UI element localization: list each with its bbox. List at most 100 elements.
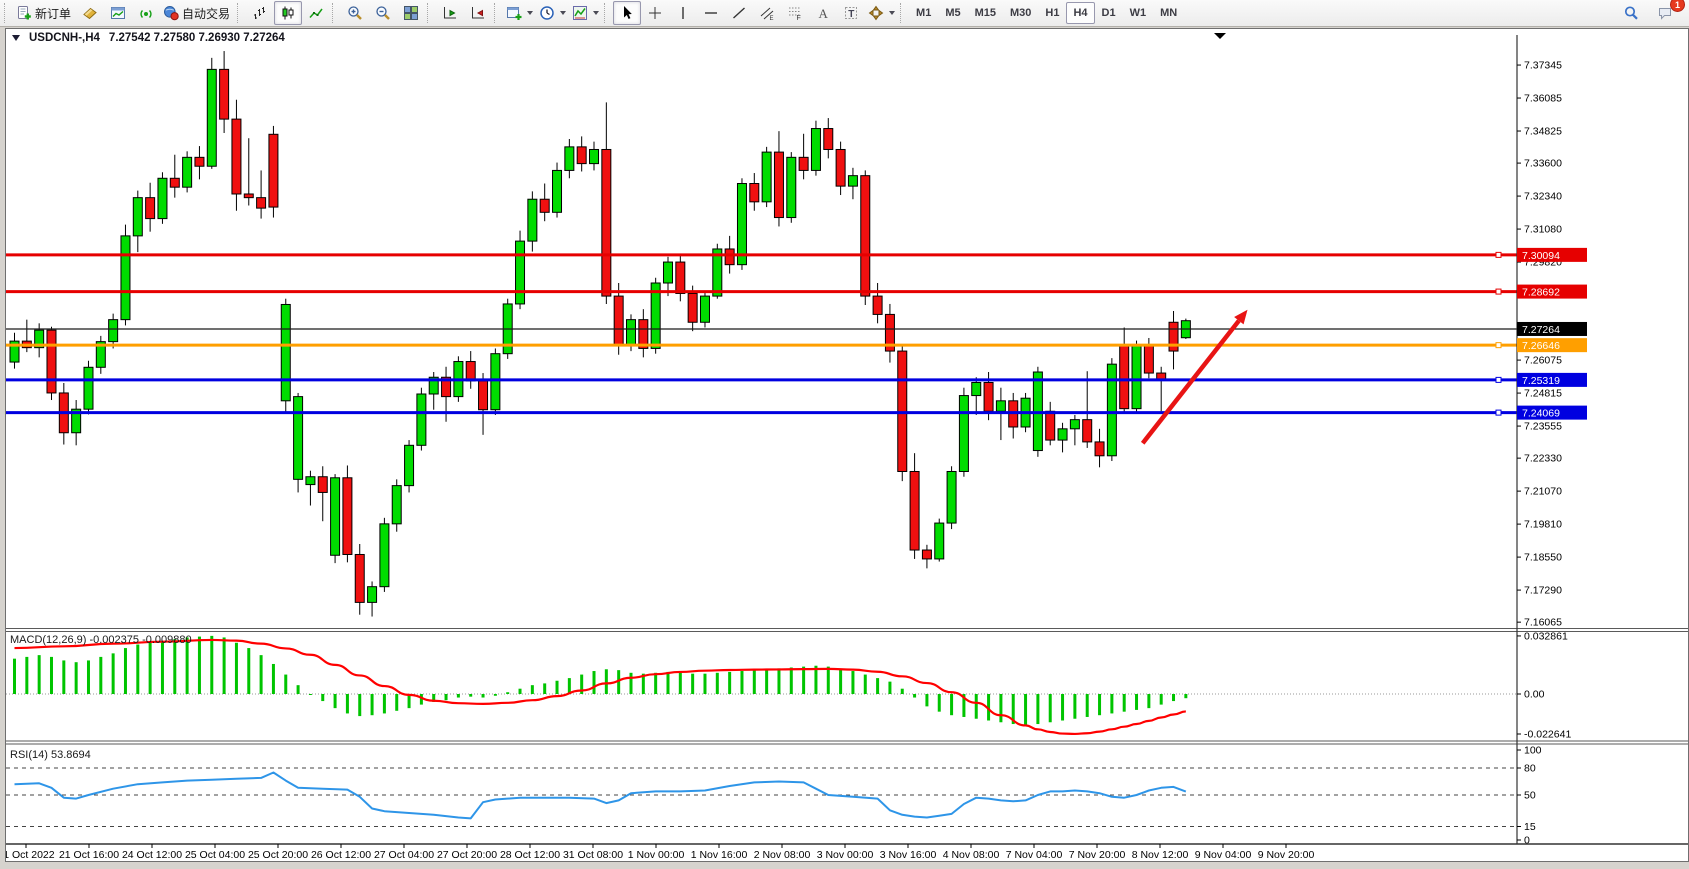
indicators-button[interactable] — [569, 1, 602, 25]
trend-arrow[interactable] — [1140, 319, 1241, 445]
horizontal-line-button[interactable] — [697, 1, 725, 25]
timeframe-m5-button[interactable]: M5 — [945, 7, 961, 19]
macd-histogram-bar — [86, 660, 90, 694]
timeframe-h4-button[interactable]: H4 — [1066, 2, 1095, 24]
timeframe-w1-button[interactable]: W1 — [1129, 7, 1147, 19]
svg-text:T: T — [848, 9, 854, 20]
signals-button[interactable] — [132, 1, 160, 25]
macd-histogram-bar — [580, 674, 584, 694]
time-axis-label: 9 Nov 04:00 — [1195, 849, 1252, 861]
timeframe-m30-button[interactable]: M30 — [1010, 7, 1032, 19]
candle-down — [724, 248, 735, 266]
macd-histogram-bar — [49, 656, 53, 694]
candle-up — [934, 522, 945, 560]
equidistant-channel-button[interactable]: E — [753, 1, 781, 25]
periods-button[interactable] — [536, 1, 569, 25]
new-order-button[interactable]: 新订单 — [13, 1, 76, 25]
new-chart-button[interactable] — [503, 1, 536, 25]
candle-up — [810, 128, 821, 171]
chat-button[interactable]: 1 — [1651, 0, 1685, 25]
candle-up — [786, 156, 797, 219]
candle-down — [465, 361, 476, 382]
candle-down — [243, 193, 254, 199]
search-button[interactable] — [1617, 1, 1645, 25]
macd-histogram-bar — [13, 658, 16, 694]
toolbar-grip — [4, 3, 9, 23]
macd-histogram-bar — [530, 685, 534, 694]
macd-histogram-bar — [284, 674, 288, 694]
macd-histogram-bar — [111, 653, 115, 694]
candle-up — [589, 148, 600, 165]
hline-handle[interactable] — [1495, 251, 1502, 258]
chart-window: USDCNH-,H4 7.27542 7.27580 7.26930 7.272… — [5, 28, 1689, 862]
zoom-out-button[interactable] — [369, 1, 397, 25]
chevron-down-icon[interactable] — [593, 11, 600, 15]
line-chart-button[interactable] — [302, 1, 330, 25]
macd-histogram-bar — [691, 673, 695, 694]
chart-symbol-dropdown-icon[interactable] — [12, 35, 20, 41]
candle-up — [515, 240, 526, 305]
candlestick-chart-button[interactable] — [274, 1, 303, 25]
chart-canvas[interactable]: MACD(12,26,9) -0.002375 -0.009880 RSI(14)… — [6, 29, 1688, 861]
candle-up — [206, 68, 217, 167]
candle-down — [884, 313, 895, 352]
chart-scale-marker-icon[interactable] — [1214, 33, 1226, 39]
vertical-line-button[interactable] — [669, 1, 697, 25]
toolbar-grip — [237, 3, 242, 23]
bars-icon — [254, 7, 266, 19]
timeframe-d1-button[interactable]: D1 — [1101, 7, 1116, 19]
trendline-button[interactable] — [725, 1, 753, 25]
macd-histogram-bar — [777, 668, 781, 694]
hline-handle[interactable] — [1495, 376, 1502, 383]
timeframe-m1-button[interactable]: M1 — [916, 7, 932, 19]
time-axis-label: 7 Nov 04:00 — [1006, 849, 1063, 861]
text-label-button[interactable]: T — [837, 1, 865, 25]
autotrading-button[interactable]: 自动交易 — [160, 1, 235, 25]
bar-chart-button[interactable] — [246, 1, 274, 25]
zoom-in-button[interactable] — [341, 1, 369, 25]
macd-histogram-bar — [876, 678, 880, 694]
macd-histogram-bar — [160, 640, 164, 694]
price-label-box — [1517, 321, 1587, 336]
zoom-in-icon — [348, 6, 362, 20]
chevron-down-icon[interactable] — [889, 11, 896, 15]
hline-handle[interactable] — [1495, 288, 1502, 295]
new-chart-window-button[interactable] — [104, 1, 132, 25]
candle-up — [83, 366, 94, 410]
notification-badge: 1 — [1670, 0, 1685, 12]
candle-up — [305, 476, 316, 486]
autotrading-icon — [164, 6, 179, 21]
chart-shift-button[interactable] — [464, 1, 492, 25]
hline-handle[interactable] — [1495, 409, 1502, 416]
text-button[interactable]: A — [809, 1, 837, 25]
chartshift-icon — [472, 7, 485, 19]
rsi-axis-label: 0 — [1524, 835, 1530, 847]
price-axis[interactable]: 7.37345 7.36085 7.34825 7.33600 7.32340 7.310… — [1516, 35, 1587, 847]
price-label-text: 7.30094 — [1522, 250, 1560, 262]
candle-down — [194, 156, 205, 167]
macd-histogram-bar — [271, 663, 275, 694]
macd-histogram-bar — [1024, 694, 1028, 725]
timeframe-m15-button[interactable]: M15 — [974, 7, 996, 19]
fibonacci-button[interactable]: F — [781, 1, 809, 25]
hline-icon — [705, 12, 718, 14]
timeframe-h1-button[interactable]: H1 — [1045, 7, 1060, 19]
toolbar-grip — [604, 3, 609, 23]
chevron-down-icon[interactable] — [560, 11, 567, 15]
trend-arrow-head[interactable] — [1234, 309, 1248, 325]
candle-up — [626, 319, 636, 347]
hline-handle[interactable] — [1495, 342, 1502, 349]
rsi-pane: RSI(14) 53.8694 — [6, 749, 1517, 827]
auto-scroll-button[interactable] — [436, 1, 464, 25]
arrows-button[interactable] — [865, 1, 898, 25]
candle-down — [798, 156, 809, 171]
crosshair-button[interactable] — [641, 1, 669, 25]
tile-windows-button[interactable] — [397, 1, 425, 25]
timeframe-mn-button[interactable]: MN — [1160, 7, 1178, 19]
cursor-button[interactable] — [613, 1, 642, 25]
macd-histogram-bar — [99, 656, 103, 694]
chevron-down-icon[interactable] — [527, 11, 534, 15]
eraser-button[interactable] — [76, 1, 104, 25]
price-label-text: 7.28692 — [1522, 287, 1560, 299]
